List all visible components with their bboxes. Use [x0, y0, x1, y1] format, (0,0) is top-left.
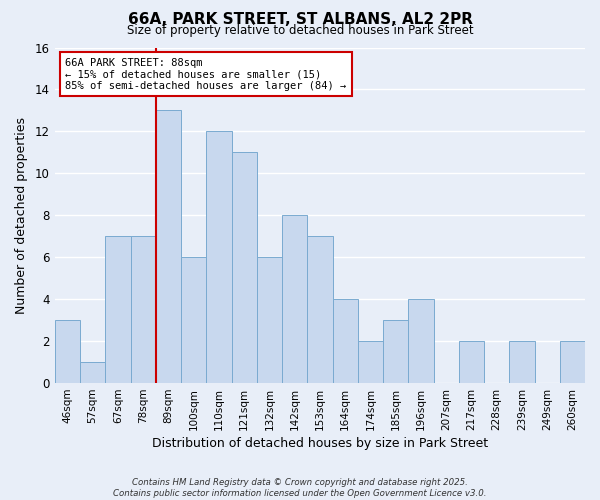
Bar: [206, 132, 232, 383]
Bar: [307, 236, 332, 383]
Text: Contains HM Land Registry data © Crown copyright and database right 2025.
Contai: Contains HM Land Registry data © Crown c…: [113, 478, 487, 498]
Text: Size of property relative to detached houses in Park Street: Size of property relative to detached ho…: [127, 24, 473, 37]
Bar: [332, 299, 358, 383]
Bar: [358, 341, 383, 383]
Bar: [560, 341, 585, 383]
Bar: [459, 341, 484, 383]
Text: 66A PARK STREET: 88sqm
← 15% of detached houses are smaller (15)
85% of semi-det: 66A PARK STREET: 88sqm ← 15% of detached…: [65, 58, 347, 91]
Bar: [55, 320, 80, 383]
Bar: [232, 152, 257, 383]
Bar: [181, 257, 206, 383]
Bar: [156, 110, 181, 383]
Bar: [106, 236, 131, 383]
Bar: [131, 236, 156, 383]
Bar: [282, 216, 307, 383]
Bar: [257, 257, 282, 383]
Bar: [509, 341, 535, 383]
Y-axis label: Number of detached properties: Number of detached properties: [15, 117, 28, 314]
Bar: [383, 320, 408, 383]
Bar: [408, 299, 434, 383]
Text: 66A, PARK STREET, ST ALBANS, AL2 2PR: 66A, PARK STREET, ST ALBANS, AL2 2PR: [128, 12, 473, 28]
X-axis label: Distribution of detached houses by size in Park Street: Distribution of detached houses by size …: [152, 437, 488, 450]
Bar: [80, 362, 106, 383]
